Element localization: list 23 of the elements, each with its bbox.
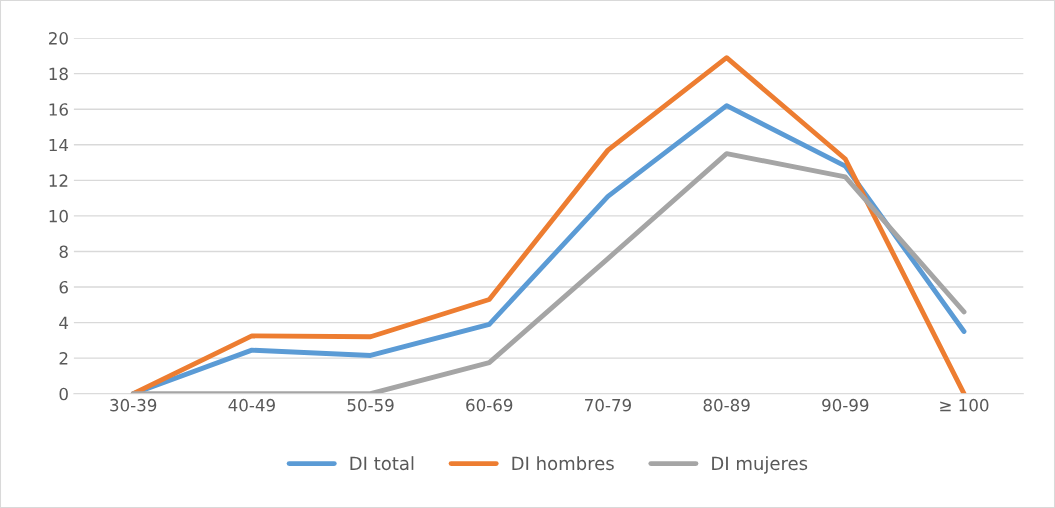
legend-label: DI hombres xyxy=(512,456,614,471)
x-tick-label: 90-99 xyxy=(822,398,869,412)
x-tick-label: 70-79 xyxy=(585,398,631,412)
y-tick-label: 18 xyxy=(49,67,68,81)
x-tick-label: 50-59 xyxy=(347,398,394,412)
x-tick-label: 60-69 xyxy=(466,398,513,412)
legend-label: DI mujeres xyxy=(712,456,808,474)
y-tick-label: 20 xyxy=(49,32,68,45)
y-tick-label: 14 xyxy=(49,138,69,152)
y-tick-label: 10 xyxy=(49,209,68,223)
x-tick-label: 30-39 xyxy=(110,398,157,412)
y-tick-label: 2 xyxy=(59,352,68,365)
x-tick-label: 80-89 xyxy=(703,398,750,412)
y-tick-label: 6 xyxy=(59,280,68,294)
line-series xyxy=(130,151,967,394)
y-tick-label: 16 xyxy=(49,103,68,116)
x-tick-label: ≥ 100 xyxy=(940,398,989,412)
y-tick-label: 8 xyxy=(59,245,68,259)
y-tick-label: 4 xyxy=(59,316,69,329)
y-tick-label: 0 xyxy=(59,387,68,401)
x-tick-label: 40-49 xyxy=(228,398,275,412)
legend-label: DI total xyxy=(350,456,414,471)
y-tick-label: 12 xyxy=(49,174,68,187)
